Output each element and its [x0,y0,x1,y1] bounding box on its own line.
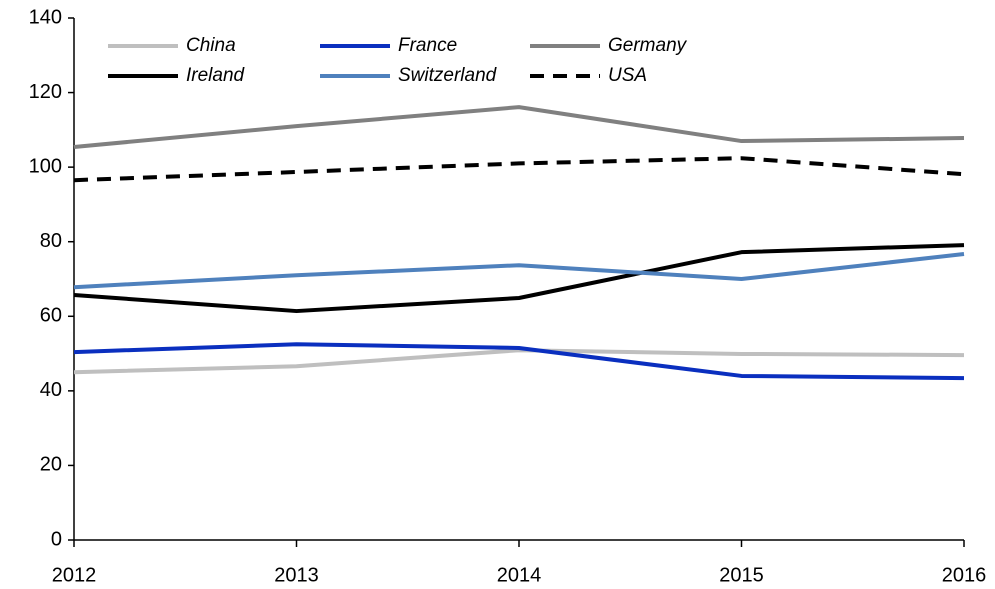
y-tick-label: 20 [40,454,62,476]
series-line [73,342,965,381]
x-tick-label: 2016 [942,564,987,586]
legend-label: China [186,35,236,56]
series-line [73,105,965,150]
legend-label: USA [608,65,647,86]
y-tick-label: 80 [40,230,62,252]
series-line [73,252,965,290]
y-tick-label: 120 [29,81,62,103]
y-tick-label: 40 [40,379,62,401]
series-line [73,156,965,183]
legend-label: France [398,35,457,56]
y-tick-label: 0 [51,528,62,550]
series-line [73,348,965,375]
series-line [73,243,965,314]
y-tick-label: 140 [29,6,62,28]
x-tick-label: 2015 [719,564,764,586]
x-tick-label: 2014 [497,564,542,586]
legend-label: Ireland [186,65,246,86]
legend-label: Germany [608,35,688,56]
x-tick-label: 2013 [274,564,319,586]
x-tick-label: 2012 [52,564,97,586]
y-tick-label: 100 [29,155,62,177]
legend-label: Switzerland [398,65,498,86]
y-tick-label: 60 [40,305,62,327]
